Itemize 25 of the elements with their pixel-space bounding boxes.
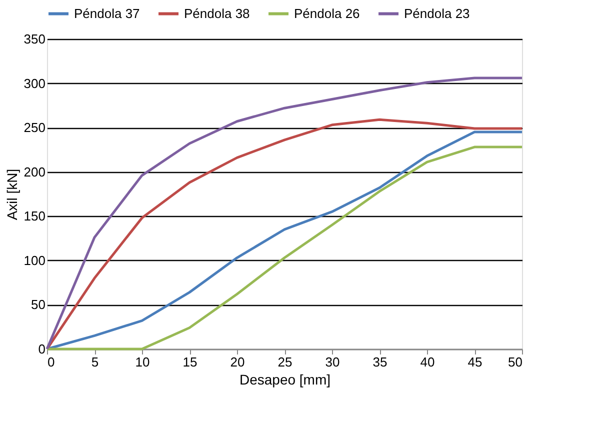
y-tick-label: 300 bbox=[24, 76, 46, 91]
x-tick-label: 50 bbox=[508, 354, 522, 370]
x-tick-label: 30 bbox=[325, 354, 340, 370]
y-tick-label: 0 bbox=[38, 342, 46, 356]
y-tick-label: 200 bbox=[24, 164, 46, 180]
x-tick-label: 25 bbox=[278, 354, 292, 370]
y-tick-label: 150 bbox=[24, 208, 46, 224]
x-tick-label: 40 bbox=[420, 354, 435, 370]
legend-label: Péndola 37 bbox=[74, 6, 140, 21]
x-tick-label: 15 bbox=[182, 354, 198, 370]
y-tick-label: 250 bbox=[24, 120, 46, 136]
x-axis-title: Desapeo [mm] bbox=[239, 372, 331, 388]
legend-label: Péndola 38 bbox=[184, 6, 250, 21]
x-tick-label: 20 bbox=[230, 354, 245, 370]
x-tick-label: 0 bbox=[48, 354, 55, 370]
x-tick-label: 5 bbox=[91, 354, 99, 370]
x-tick-label: 10 bbox=[135, 354, 150, 370]
x-tick-label: 45 bbox=[468, 354, 482, 370]
y-tick-label: 100 bbox=[24, 252, 46, 268]
y-tick-label: 350 bbox=[24, 32, 46, 46]
x-tick-label: 35 bbox=[372, 354, 388, 370]
legend-label: Péndola 23 bbox=[404, 6, 470, 21]
legend-label: Péndola 26 bbox=[294, 6, 360, 21]
y-axis-title: Axil [kN] bbox=[4, 168, 20, 220]
y-tick-label: 50 bbox=[31, 297, 46, 312]
